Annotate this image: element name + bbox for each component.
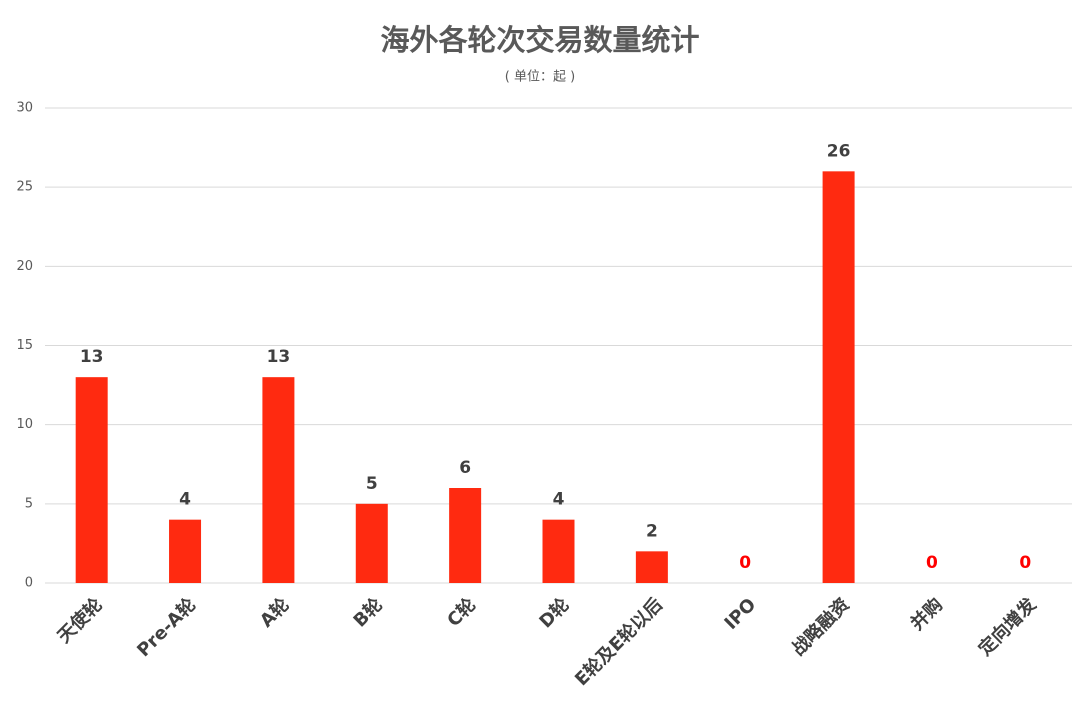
x-tick-label: E轮及E轮以后 bbox=[570, 594, 667, 691]
bar bbox=[169, 519, 202, 583]
value-label: 4 bbox=[553, 490, 565, 510]
bar bbox=[262, 377, 295, 583]
x-tick-label: IPO bbox=[721, 594, 761, 634]
bar bbox=[75, 377, 108, 583]
x-tick-label: Pre-A轮 bbox=[132, 594, 200, 662]
bar bbox=[355, 503, 388, 583]
y-tick-label: 20 bbox=[16, 259, 33, 274]
x-tick-label: C轮 bbox=[443, 594, 481, 632]
y-tick-label: 25 bbox=[16, 180, 33, 195]
x-tick-label: D轮 bbox=[535, 594, 574, 633]
value-label: 13 bbox=[267, 347, 291, 367]
y-tick-label: 30 bbox=[16, 101, 33, 116]
y-tick-label: 0 bbox=[25, 576, 33, 591]
value-label: 0 bbox=[739, 553, 751, 573]
value-label: 13 bbox=[80, 347, 104, 367]
x-tick-label: A轮 bbox=[255, 594, 293, 632]
value-label: 6 bbox=[459, 458, 471, 478]
value-label: 2 bbox=[646, 521, 658, 541]
value-label: 5 bbox=[366, 474, 378, 494]
chart-subtitle: ( 单位：起 ) bbox=[505, 70, 575, 85]
y-tick-label: 15 bbox=[16, 338, 33, 353]
x-tick-label: 天使轮 bbox=[53, 594, 107, 648]
value-label: 0 bbox=[1019, 553, 1031, 573]
bar bbox=[542, 519, 575, 583]
chart-title: 海外各轮次交易数量统计 bbox=[380, 23, 699, 57]
bar bbox=[449, 488, 482, 583]
x-tick-label: 并购 bbox=[906, 594, 947, 635]
y-tick-label: 5 bbox=[25, 496, 33, 511]
x-tick-label: 战略融资 bbox=[787, 594, 853, 660]
value-label: 26 bbox=[827, 141, 851, 161]
bar bbox=[635, 551, 668, 583]
bar bbox=[822, 171, 855, 584]
y-tick-label: 10 bbox=[16, 417, 33, 432]
value-label: 0 bbox=[926, 553, 938, 573]
x-tick-label: 定向增发 bbox=[974, 593, 1041, 660]
value-label: 4 bbox=[179, 490, 191, 510]
x-tick-label: B轮 bbox=[349, 594, 387, 632]
